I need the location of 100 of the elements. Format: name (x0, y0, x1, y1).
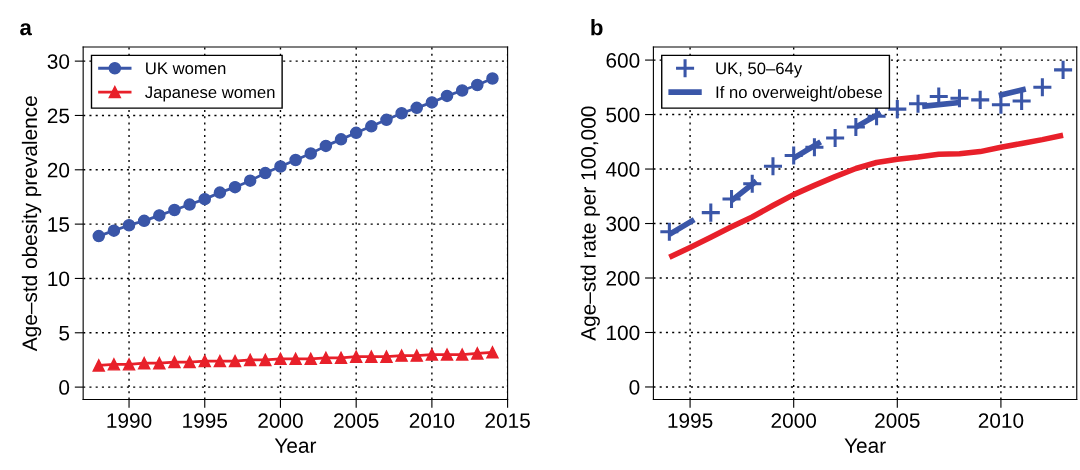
point (1011, 90, 1033, 112)
x-tick-label: 2000 (258, 413, 303, 428)
y-tick-label: 5 (59, 326, 70, 341)
point (762, 155, 784, 177)
point (168, 355, 181, 369)
x-tick-label: 2010 (409, 413, 455, 428)
point (440, 348, 454, 361)
y-tick-label: 300 (606, 216, 640, 232)
point (259, 353, 272, 367)
x-tick-label: 2015 (485, 413, 530, 428)
point (741, 173, 763, 195)
point (243, 174, 257, 187)
point (304, 147, 318, 160)
point (440, 89, 454, 103)
point (349, 126, 363, 140)
point (803, 136, 825, 158)
point (395, 349, 408, 362)
legend-label: If no overweight/obese (716, 85, 883, 102)
point (471, 78, 484, 92)
x-tick-label: 2010 (978, 413, 1024, 428)
x-axis-title: Year (844, 438, 886, 453)
point (410, 101, 423, 115)
y-axis-title: Age–std obesity prevalence (21, 96, 42, 352)
y-tick-label: 10 (48, 271, 70, 287)
x-tick-label: 1995 (183, 413, 228, 428)
point (304, 352, 318, 366)
point (380, 350, 393, 363)
point (213, 186, 227, 199)
point (213, 354, 227, 368)
point (183, 355, 196, 369)
point (886, 98, 908, 120)
point (455, 84, 469, 97)
y-tick-label: 0 (59, 380, 70, 395)
point (319, 139, 333, 153)
point (107, 224, 121, 237)
point (153, 209, 166, 222)
y-tick-label: 500 (606, 107, 640, 123)
point (122, 358, 136, 371)
point (92, 359, 106, 372)
x-tick-label: 1990 (107, 413, 152, 428)
point (198, 192, 212, 206)
point (319, 351, 333, 365)
point (334, 133, 348, 146)
y-tick-label: 100 (607, 325, 640, 341)
legend-label: UK, 50–64y (716, 62, 803, 78)
y-tick-label: 30 (47, 54, 70, 69)
point (137, 356, 151, 370)
point (228, 354, 242, 368)
point (349, 350, 363, 363)
point (274, 160, 287, 173)
y-tick-label: 15 (48, 217, 70, 232)
point (365, 350, 378, 363)
point (948, 87, 971, 109)
y-tick-label: 600 (606, 53, 640, 68)
chart-title: b (591, 19, 603, 36)
y-tick-label: 25 (47, 108, 70, 124)
point (228, 180, 242, 194)
point (486, 72, 499, 85)
point (395, 107, 408, 120)
point (107, 358, 121, 371)
y-tick-label: 20 (47, 162, 70, 178)
point (700, 202, 722, 224)
x-tick-label: 2005 (875, 413, 920, 428)
legend-label: UK women (146, 62, 226, 75)
point (168, 203, 181, 217)
point (1031, 76, 1053, 98)
point (410, 349, 423, 362)
x-tick-label: 2005 (334, 413, 379, 428)
point (471, 347, 484, 360)
point (824, 127, 846, 149)
point (334, 351, 348, 365)
point (259, 166, 272, 180)
y-tick-label: 200 (606, 271, 640, 286)
x-tick-label: 2000 (771, 413, 817, 428)
y-tick-label: 0 (629, 379, 640, 395)
point (969, 89, 991, 111)
point (845, 116, 867, 138)
y-tick-label: 400 (605, 162, 640, 177)
y-axis-title: Age–std rate per 100,000 (580, 106, 600, 341)
chart-title: a (20, 23, 32, 36)
point (486, 346, 499, 359)
legend-label: Japanese women (145, 86, 275, 102)
point (907, 93, 929, 115)
point (425, 348, 439, 361)
point (783, 144, 805, 166)
x-tick-label: 1995 (668, 413, 713, 428)
point (92, 229, 106, 243)
point (455, 348, 469, 361)
point (198, 354, 212, 368)
point (289, 352, 302, 366)
point (380, 113, 393, 127)
point (137, 214, 151, 228)
point (274, 352, 287, 366)
x-axis-title: Year (274, 438, 317, 453)
point (122, 218, 136, 232)
point (1052, 59, 1074, 81)
point (289, 153, 302, 167)
point (720, 188, 743, 210)
point (183, 198, 196, 211)
point (365, 120, 378, 133)
